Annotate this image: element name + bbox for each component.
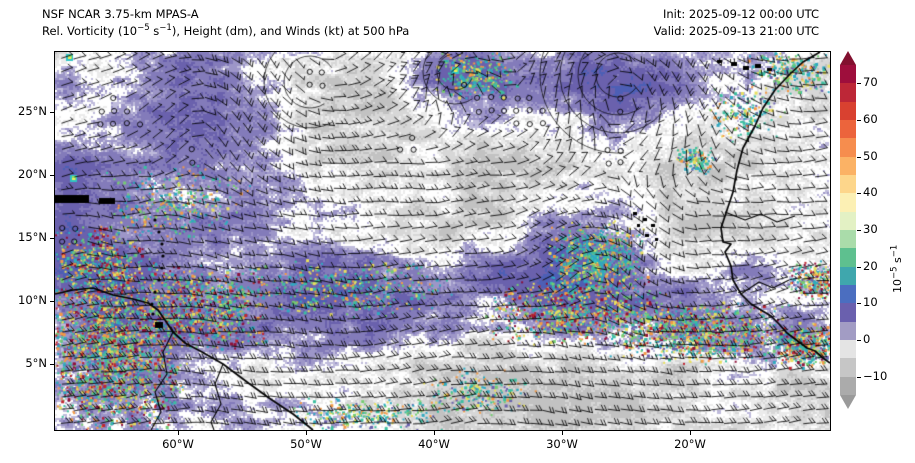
map-plot [54,51,831,431]
valid-time: Valid: 2025-09-13 21:00 UTC [653,24,819,38]
colorbar-tick-label: 20 [863,258,878,273]
lon-tick-label: 20°W [674,437,706,451]
title-line-1: NSF NCAR 3.75-km MPAS-A [42,7,199,21]
colorbar-segment [840,193,856,212]
colorbar-tick-label: 40 [863,185,878,200]
colorbar-segment [840,229,856,249]
colorbar-tickmark [857,266,861,268]
colorbar-tickmark [857,193,861,195]
colorbar-tickmark [857,156,861,158]
colorbar-tick-label: 10 [863,295,878,310]
map-canvas [55,52,830,430]
colorbar-segment [840,284,856,304]
colorbar-segment [840,119,856,139]
colorbar-segment [840,339,856,359]
title-line-2: Rel. Vorticity (10−5 s−1), Height (dm), … [42,23,410,38]
colorbar-segment [840,101,856,120]
colorbar-tickmark [857,230,861,231]
colorbar-segment [840,266,856,285]
lat-tick-label: 5°N [25,356,47,370]
colorbar-tick-label: 50 [863,148,878,163]
colorbar-segment [840,321,856,340]
colorbar-tick-label: 0 [863,332,871,346]
init-time: Init: 2025-09-12 00:00 UTC [663,7,819,21]
lon-tick-label: 40°W [418,437,450,451]
figure-title: NSF NCAR 3.75-km MPAS-A Rel. Vorticity (… [42,6,409,40]
lon-tick-label: 60°W [162,437,194,451]
colorbar-tick-label: −10 [863,368,888,383]
colorbar-tick-label: 60 [863,112,878,126]
lat-tick-label: 10°N [18,293,47,307]
colorbar-segment [840,83,856,102]
colorbar-tickmark [857,340,861,341]
lon-tickmark [690,431,691,435]
lon-tick-label: 50°W [290,437,322,451]
run-info: Init: 2025-09-12 00:00 UTC Valid: 2025-0… [654,6,819,40]
lat-tick-label: 25°N [18,104,47,118]
colorbar-tickmark [857,303,861,305]
lat-tick-label: 20°N [18,167,47,181]
colorbar-tickmark [857,83,861,85]
colorbar-tick-label: 30 [863,222,878,236]
colorbar-over-arrow [840,51,856,65]
colorbar-unit-label: 10−5 s−1 [889,244,904,293]
lat-tickmark [50,364,54,365]
lon-tickmark [562,431,563,435]
colorbar-under-arrow [840,395,856,409]
colorbar-segment [840,376,856,395]
colorbar-segment [840,156,856,175]
colorbar-segment [840,138,856,157]
lat-tickmark [50,112,54,113]
colorbar-segment [840,211,856,230]
lat-tick-label: 15°N [18,230,47,244]
lat-tickmark [50,301,54,302]
colorbar-segment [840,303,856,322]
colorbar-tickmark [857,376,861,378]
lon-tick-label: 30°W [546,437,578,451]
lat-tickmark [50,175,54,176]
colorbar [840,65,856,395]
colorbar-tick-label: 70 [863,75,878,90]
colorbar-segment [840,174,856,194]
colorbar-segment [840,248,856,267]
colorbar-segment [840,358,856,377]
colorbar-segment [840,65,856,84]
lon-tickmark [306,431,307,435]
lat-tickmark [50,238,54,239]
lon-tickmark [178,431,179,435]
colorbar-tickmark [857,120,861,121]
lon-tickmark [434,431,435,435]
